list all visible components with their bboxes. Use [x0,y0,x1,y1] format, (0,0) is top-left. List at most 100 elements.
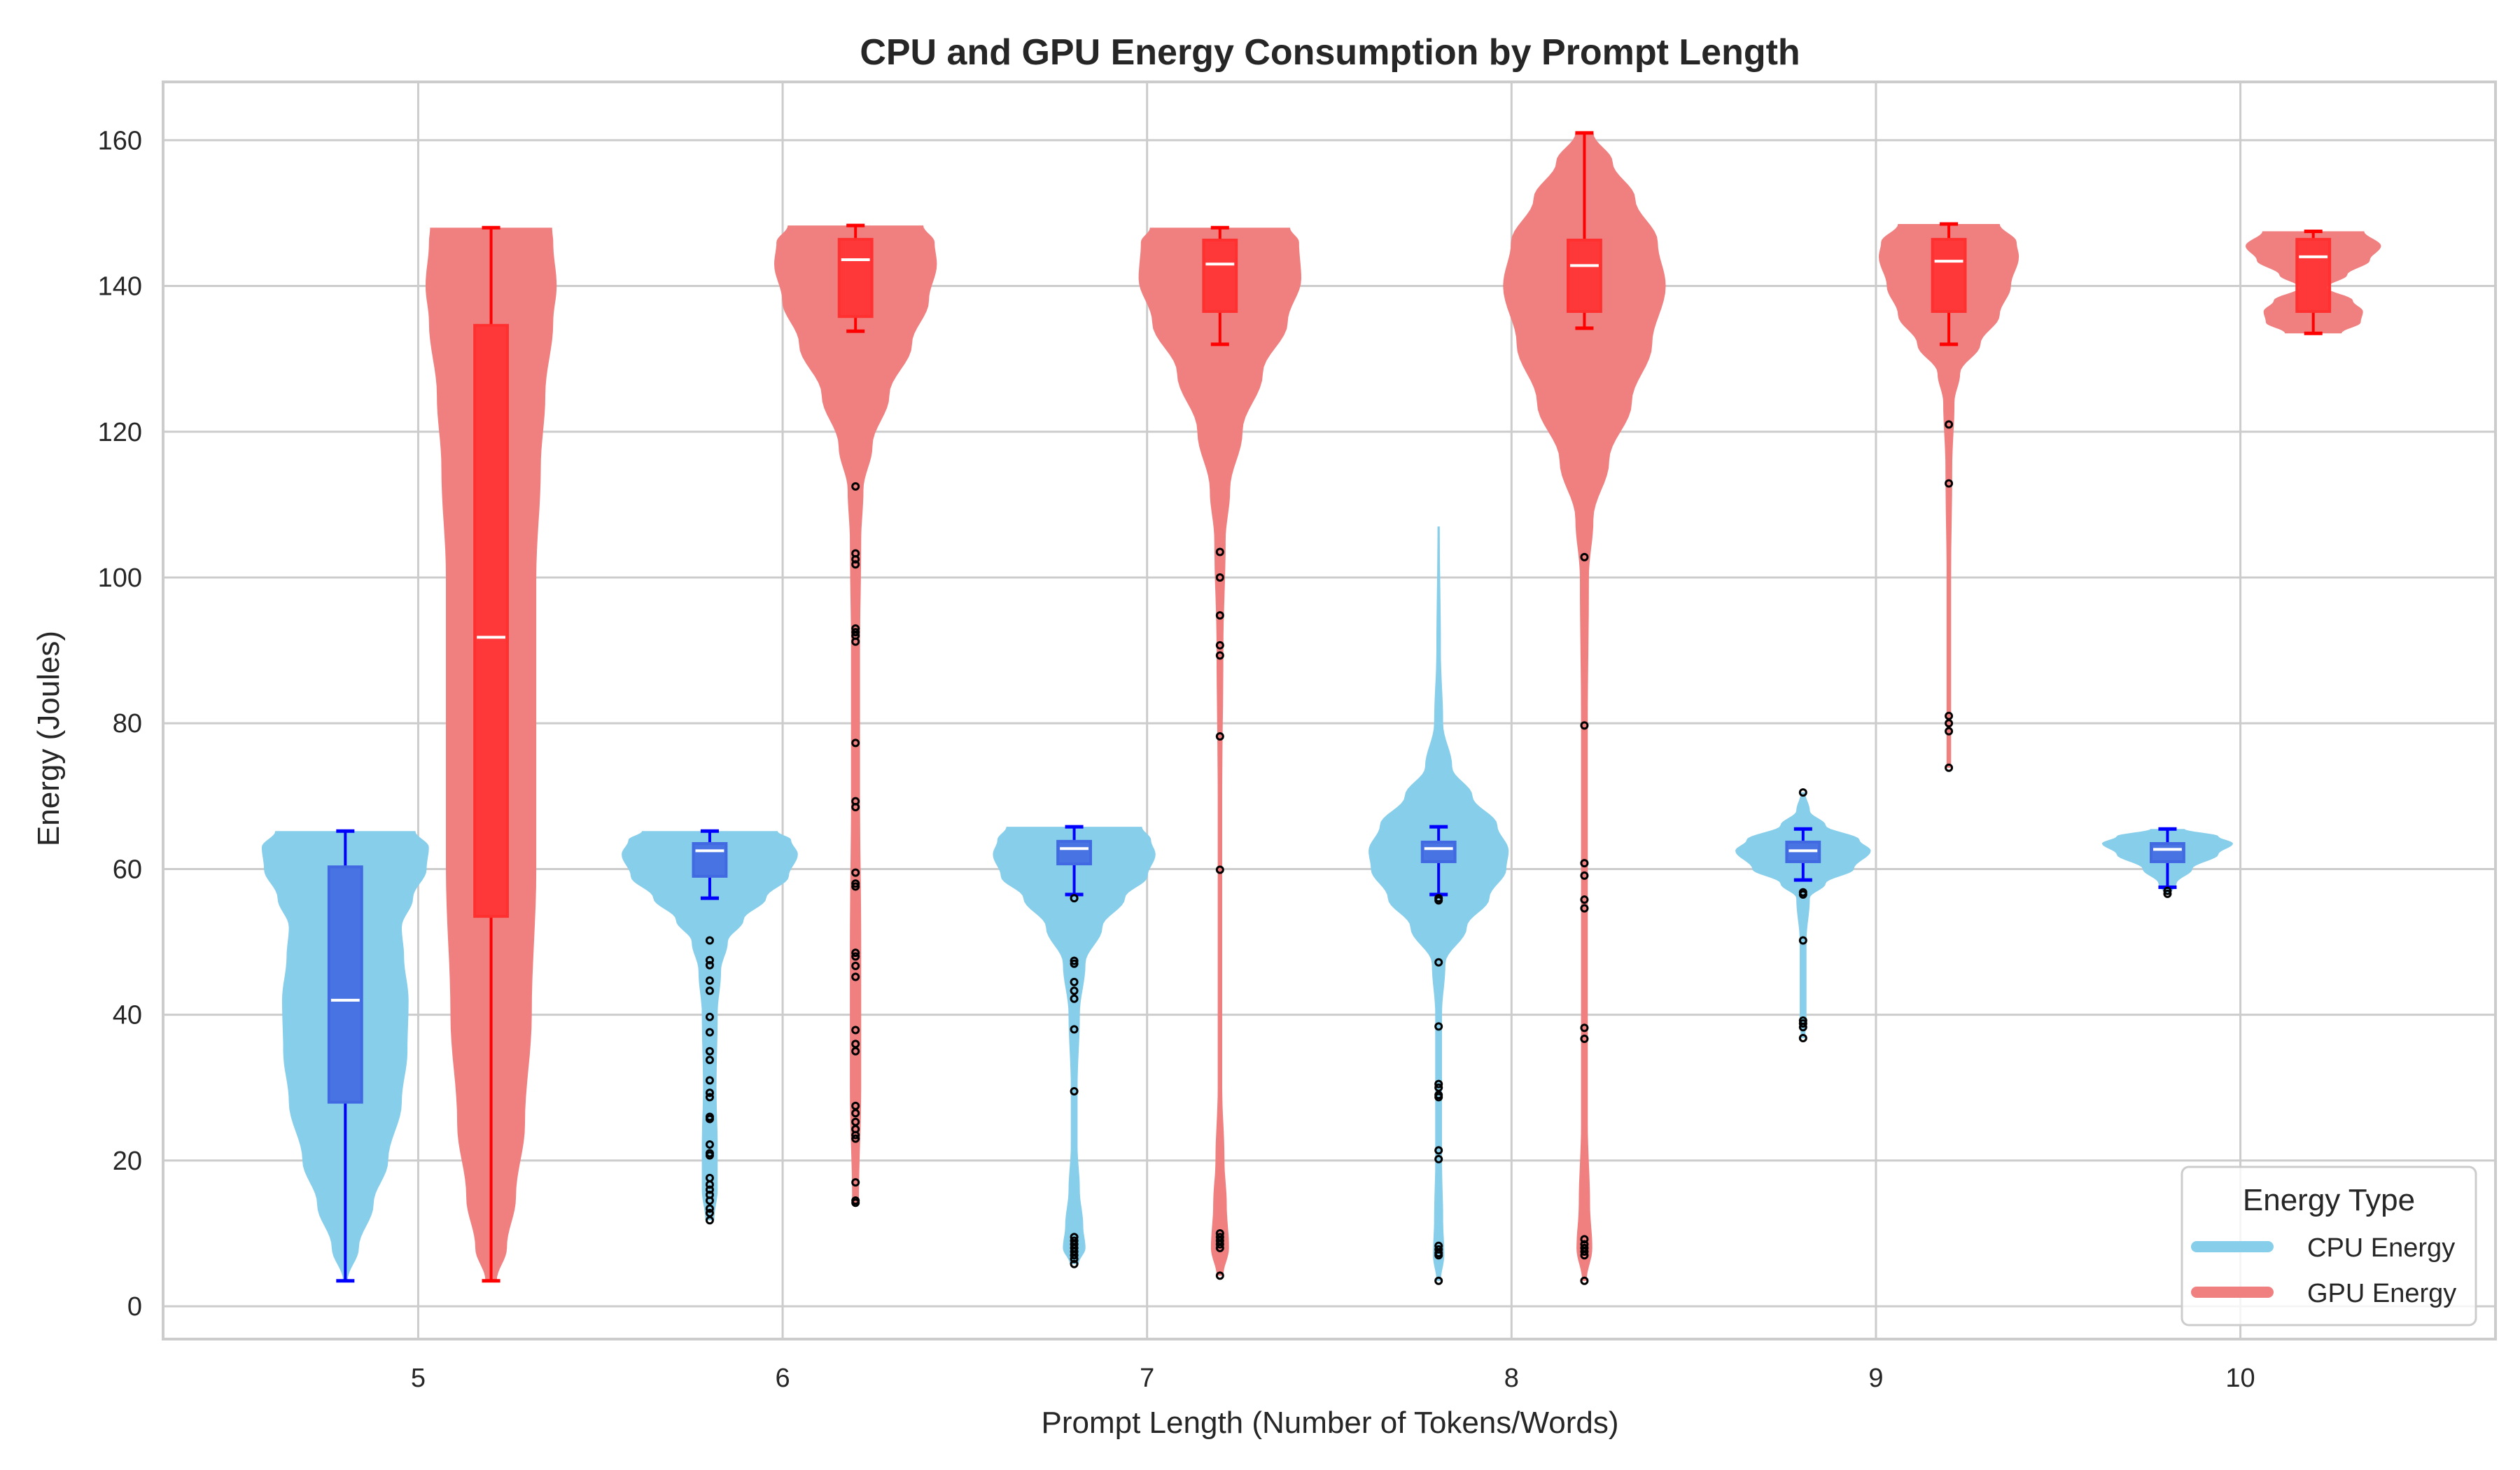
cpu-outlier-point [1070,1254,1079,1264]
gpu-outlier-point [851,637,860,646]
cpu-outlier-point [1070,1259,1079,1268]
gpu-outlier-point [1580,1251,1589,1260]
x-tick-labels: 5 6 7 8 9 10 [411,1364,2255,1393]
gpu-outlier-point [851,1026,860,1035]
cpu-outlier-point [705,1093,714,1102]
gpu-box-10 [2295,237,2332,313]
cpu-box-8 [1420,840,1457,864]
x-tick-label: 8 [1504,1364,1519,1393]
gpu-outlier-point [1580,1235,1589,1244]
gpu-outlier-point [1215,573,1224,582]
gpu-outlier-point [851,802,860,811]
gpu-outlier-point [1215,1243,1224,1252]
gpu-outlier-point [1580,871,1589,880]
cpu-outlier-point [1070,1025,1079,1034]
gpu-violin-7 [1138,227,1301,1276]
y-tick-label: 40 [113,1001,142,1030]
gpu-outlier-point [1215,865,1224,874]
cpu-outlier-point [705,1180,714,1189]
gpu-outlier-point [851,1198,860,1208]
cpu-outlier-point [705,976,714,985]
cpu-outlier-point [1070,977,1079,986]
plot-frame [162,80,2497,1340]
gpu-outlier-point [1580,1276,1589,1285]
cpu-outlier-point [705,955,714,965]
y-tick-label: 60 [113,855,142,884]
gpu-outlier-point [851,560,860,569]
gpu-outlier-point [1215,547,1224,556]
gpu-outlier-point [1945,727,1954,736]
chart-title: CPU and GPU Energy Consumption by Prompt… [860,32,1800,73]
x-tick-label: 7 [1140,1364,1154,1393]
x-axis-label: Prompt Length (Number of Tokens/Words) [1042,1406,1619,1440]
y-tick-label: 0 [127,1292,142,1322]
gpu-violin-8 [1503,132,1666,1281]
cpu-outlier-point [705,1185,714,1194]
gpu-outlier-point [851,628,860,637]
cpu-violin-6 [622,831,798,1221]
y-tick-label: 80 [113,709,142,738]
x-tick-label: 10 [2225,1364,2255,1393]
gpu-outlier-point [1945,763,1954,772]
gpu-box-5 [473,323,509,918]
gpu-outlier-point [851,1178,860,1187]
gpu-outlier-point [1580,895,1589,904]
outliers [705,420,2172,1285]
cpu-violin-9 [1735,792,1871,1038]
cpu-outlier-point [1070,986,1079,995]
cpu-box-7 [1056,839,1092,866]
cpu-outlier-point [1070,1251,1079,1260]
gpu-outlier-point [1945,420,1954,429]
legend-box [2180,1166,2477,1326]
gpu-outlier-point [851,961,860,970]
y-tick-label: 100 [98,564,142,593]
cpu-outlier-point [1070,1087,1079,1096]
grid [163,82,2496,1339]
cpu-outlier-point [705,1012,714,1021]
y-tick-label: 20 [113,1147,142,1176]
cpu-outlier-point [705,1076,714,1085]
cpu-outlier-point [1798,890,1807,899]
gpu-outlier-point [1945,479,1954,488]
cpu-outlier-point [1798,1023,1807,1032]
cpu-outlier-point [2163,886,2172,895]
gpu-outlier-point [1580,1035,1589,1044]
gpu-box-8 [1567,238,1602,313]
cpu-outlier-point [705,1046,714,1056]
gpu-outlier-point [851,952,860,961]
cpu-outlier-point [705,936,714,945]
y-tick-label: 120 [98,418,142,447]
gpu-outlier-point [851,972,860,981]
cpu-box-6 [692,842,728,878]
cpu-box-5 [327,865,363,1104]
legend: Energy Type CPU Energy GPU Energy [2180,1166,2477,1326]
gpu-outlier-point [851,738,860,748]
gpu-outlier-point [1215,732,1224,741]
gpu-box-7 [1202,238,1238,313]
x-tick-label: 5 [411,1364,426,1393]
gpu-outlier-point [1215,1271,1224,1280]
cpu-outlier-point [705,986,714,995]
cpu-outlier-point [1070,994,1079,1003]
cpu-outlier-point [1070,959,1079,968]
cpu-outlier-point [705,1056,714,1065]
gpu-outlier-point [1215,651,1224,660]
cpu-outlier-point [1434,1146,1443,1155]
cpu-violin-7 [993,827,1156,1264]
cpu-outlier-point [705,1140,714,1149]
cpu-outlier-point [1434,958,1443,967]
cpu-outlier-point [1798,1034,1807,1043]
cpu-outlier-point [705,1088,714,1098]
y-tick-label: 140 [98,272,142,302]
legend-label-cpu: CPU Energy [2307,1233,2455,1263]
gpu-outlier-point [851,948,860,958]
gpu-outlier-point [1580,859,1589,868]
gpu-outlier-point [851,868,860,877]
gpu-violin-9 [1879,224,2019,768]
gpu-violin-6 [774,225,937,1203]
gpu-outlier-point [851,554,860,564]
boxplots [327,131,2332,1283]
cpu-outlier-point [1798,936,1807,945]
y-axis-label: Energy (Joules) [31,631,66,846]
legend-title: Energy Type [2243,1183,2415,1217]
